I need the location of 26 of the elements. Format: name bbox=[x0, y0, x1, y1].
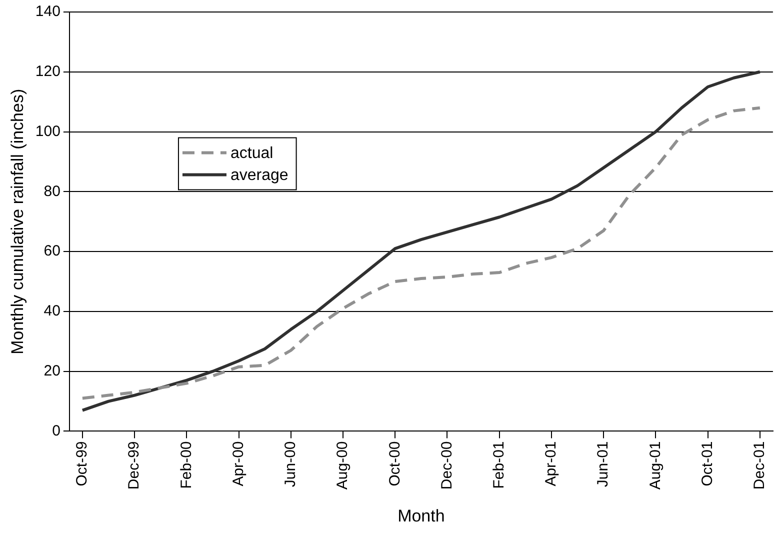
y-tick-label: 140 bbox=[35, 3, 60, 20]
y-axis-title: Monthly cumulative rainfall (inches) bbox=[8, 88, 27, 354]
x-tick-label: Oct-00 bbox=[386, 441, 404, 486]
legend-label: actual bbox=[230, 145, 274, 162]
x-tick-label: Apr-00 bbox=[230, 441, 247, 486]
x-axis-title: Month bbox=[398, 506, 445, 526]
x-tick-label: Dec-99 bbox=[126, 441, 143, 490]
x-tick-label: Dec-00 bbox=[438, 441, 456, 490]
y-tick-label: 40 bbox=[44, 302, 60, 320]
x-tick-label: Feb-01 bbox=[490, 441, 508, 489]
y-tick-label: 80 bbox=[44, 182, 60, 200]
x-tick-label: Apr-01 bbox=[542, 441, 560, 486]
x-tick-label: Jun-00 bbox=[282, 441, 300, 488]
x-tick-label: Aug-00 bbox=[334, 441, 352, 490]
y-tick-label: 20 bbox=[44, 362, 60, 380]
x-tick-label: Dec-01 bbox=[751, 441, 768, 490]
x-tick-label: Oct-99 bbox=[74, 441, 91, 486]
legend-label: average bbox=[230, 167, 288, 184]
y-tick-label: 120 bbox=[35, 63, 60, 80]
y-tick-label: 60 bbox=[44, 242, 60, 260]
x-tick-label: Oct-01 bbox=[698, 441, 716, 486]
y-tick-label: 0 bbox=[52, 422, 60, 440]
x-tick-label: Aug-01 bbox=[646, 441, 664, 490]
x-tick-label: Jun-01 bbox=[594, 441, 612, 488]
y-tick-label: 100 bbox=[35, 122, 60, 140]
x-tick-label: Feb-00 bbox=[178, 441, 195, 489]
